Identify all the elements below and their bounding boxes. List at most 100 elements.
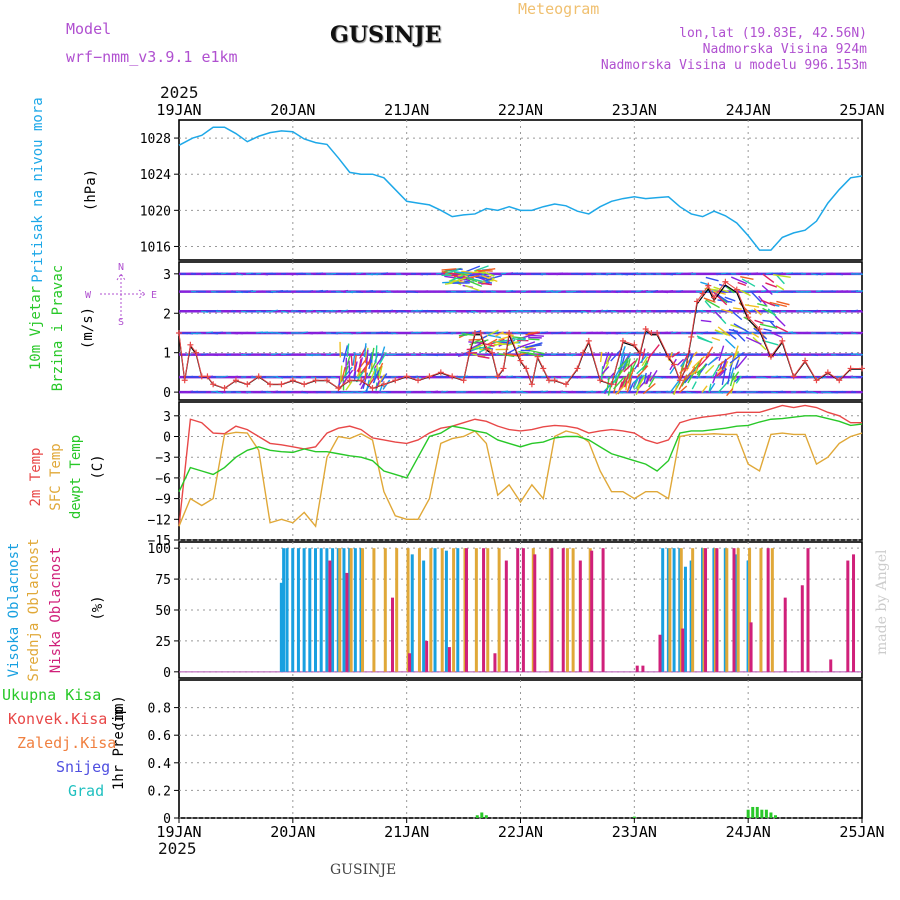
- wind-arrow: [800, 390, 809, 393]
- wind-arrow: [372, 370, 380, 384]
- x-tick-label-top: 20JAN: [270, 101, 315, 119]
- compass-rose-icon: [100, 273, 146, 320]
- wind-arrow: [772, 273, 791, 278]
- wind-arrow: [700, 319, 712, 323]
- pressure-ylabel: Pritisak na nivou mora: [30, 97, 46, 282]
- cloud-bar: [749, 622, 753, 672]
- wind-arrow: [488, 334, 501, 339]
- cloud-bar: [325, 548, 329, 672]
- wind-arrow: [365, 290, 374, 293]
- wind-arrow: [617, 357, 629, 370]
- wind-arrow: [285, 375, 294, 378]
- cloud-bar: [681, 628, 685, 672]
- wind-arrow: [210, 354, 219, 357]
- wind-arrow: [215, 391, 224, 394]
- wind-arrow: [731, 371, 740, 382]
- wind-arrow: [624, 373, 630, 388]
- wind-arrow: [367, 360, 377, 377]
- temp-ylabel-2m: 2m Temp: [28, 447, 44, 506]
- wind-arrow: [575, 376, 584, 379]
- cloud-bar: [285, 548, 289, 672]
- x-tick-label-bottom: 25JAN: [839, 823, 884, 841]
- wind-gust-marker: [813, 377, 820, 384]
- wind-arrow: [185, 390, 194, 393]
- wind-arrow: [585, 390, 594, 393]
- wind-gust-marker: [335, 385, 342, 392]
- wind-arrow: [632, 374, 643, 384]
- wind-arrow: [501, 332, 514, 337]
- wind-arrow: [315, 272, 324, 275]
- wind-arrow: [255, 331, 264, 334]
- x-tick-label-top: 25JAN: [839, 101, 884, 119]
- wind-arrow: [339, 365, 343, 383]
- wind-arrow: [614, 369, 623, 384]
- wind-arrow: [348, 360, 351, 379]
- wind-arrow: [430, 354, 439, 357]
- precip-bar: [746, 809, 750, 818]
- wind-arrow: [760, 289, 769, 293]
- cloud-bar: [829, 659, 833, 672]
- wind-arrow: [380, 373, 388, 383]
- wind-unit: (m/s): [80, 307, 96, 349]
- wind-arrow: [462, 333, 476, 336]
- precip-unit: (mm): [111, 695, 127, 729]
- wind-gust-marker: [671, 361, 678, 368]
- wind-arrow: [506, 339, 516, 345]
- wind-arrow: [790, 353, 799, 356]
- wind-arrow: [517, 352, 527, 356]
- wind-gust-marker: [540, 365, 547, 372]
- wind-arrow: [471, 346, 486, 351]
- wind-arrow: [465, 310, 474, 313]
- wind-arrow: [610, 290, 619, 294]
- cloud-bar: [408, 653, 412, 672]
- wind-arrow: [627, 367, 635, 384]
- wind-arrow: [769, 301, 788, 308]
- wind-arrow: [845, 375, 854, 378]
- wind-arrow: [525, 344, 542, 348]
- wind-gust-marker: [608, 381, 615, 388]
- wind-arrow: [380, 331, 389, 334]
- wind-arrow: [511, 336, 526, 340]
- wind-arrow: [855, 310, 864, 313]
- wind-arrow: [762, 273, 775, 283]
- x-tick-label-bottom: 23JAN: [612, 823, 657, 841]
- wind-arrow: [727, 371, 731, 385]
- wind-arrow: [430, 390, 439, 393]
- cloud-bar: [342, 548, 346, 672]
- wind-arrow: [775, 284, 785, 291]
- pressure-ytick-label: 1028: [140, 132, 171, 147]
- wind-gust-marker: [483, 345, 490, 352]
- wind-arrow: [704, 364, 715, 375]
- precip-bar: [769, 812, 773, 818]
- wind-arrow: [305, 309, 314, 312]
- wind-arrows-layer: [179, 265, 864, 397]
- wind-arrow: [626, 378, 633, 393]
- wind-arrow: [733, 307, 742, 310]
- wind-ytick-label: 1: [163, 347, 171, 362]
- wind-arrow: [845, 353, 854, 356]
- wind-arrow: [635, 374, 645, 390]
- wind-arrow: [368, 370, 375, 385]
- precip-bar: [475, 815, 479, 818]
- cloud-bar: [668, 548, 672, 672]
- wind-arrow: [355, 290, 364, 294]
- wind-arrow: [665, 331, 674, 334]
- wind-arrow: [776, 300, 790, 306]
- x-tick-label-top: 21JAN: [384, 101, 429, 119]
- wind-arrow: [855, 375, 864, 378]
- wind-arrow: [500, 390, 509, 393]
- cloud-bar: [302, 548, 306, 672]
- cloud-bar: [679, 548, 683, 672]
- wind-arrow: [400, 310, 409, 313]
- wind-arrow: [305, 290, 314, 293]
- wind-arrow: [722, 359, 728, 369]
- wind-arrow: [760, 299, 776, 307]
- compass-n: N: [118, 262, 124, 273]
- wind-arrow: [585, 273, 594, 276]
- wind-arrow: [300, 391, 309, 394]
- wind-arrow: [478, 345, 492, 353]
- wind-arrow: [705, 276, 719, 282]
- wind-gust-marker: [244, 381, 251, 388]
- wind-arrow: [478, 268, 491, 273]
- wind-arrow: [470, 275, 480, 279]
